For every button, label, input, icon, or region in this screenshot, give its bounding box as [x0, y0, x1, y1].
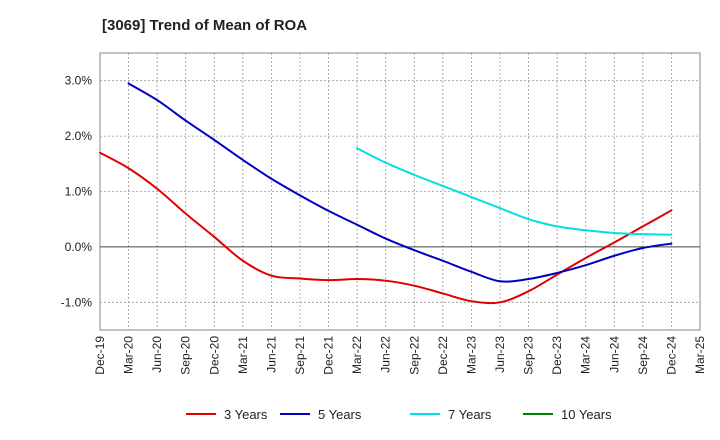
x-tick-label: Mar-25	[693, 336, 707, 374]
x-tick-label: Mar-23	[464, 336, 478, 374]
x-tick-label: Sep-22	[407, 336, 421, 375]
legend: 3 Years 5 Years 7 Years 10 Years	[186, 407, 612, 422]
x-tick-label: Jun-21	[264, 336, 278, 373]
x-tick-label: Dec-24	[664, 336, 678, 375]
legend-label-2: 5 Years	[318, 407, 362, 422]
x-tick-label: Jun-23	[493, 336, 507, 373]
grid-lines	[100, 53, 700, 330]
x-tick-label: Mar-24	[579, 336, 593, 374]
x-tick-label: Mar-20	[122, 336, 136, 374]
y-axis-ticks: 3.0% 2.0% 1.0% 0.0% -1.0%	[61, 74, 93, 310]
legend-label-3: 7 Years	[448, 407, 492, 422]
x-tick-label: Dec-22	[436, 336, 450, 375]
x-tick-label: Dec-19	[93, 336, 107, 375]
x-tick-label: Sep-21	[293, 336, 307, 375]
x-tick-label: Mar-21	[236, 336, 250, 374]
x-tick-label: Dec-23	[550, 336, 564, 375]
y-tick-label: 1.0%	[65, 185, 93, 199]
x-tick-label: Jun-24	[607, 336, 621, 373]
y-tick-label: 2.0%	[65, 129, 93, 143]
x-tick-label: Mar-22	[350, 336, 364, 374]
series-line-2	[127, 82, 673, 283]
series-line-3	[356, 147, 673, 236]
y-tick-label: 3.0%	[65, 74, 93, 88]
series-lines	[99, 82, 673, 305]
x-tick-label: Dec-21	[322, 336, 336, 375]
y-tick-label: 0.0%	[65, 240, 93, 254]
legend-label-4: 10 Years	[561, 407, 612, 422]
series-line-1	[99, 151, 673, 305]
x-axis-ticks: Dec-19 Mar-20 Jun-20 Sep-20 Dec-20 Mar-21 Jun-…	[93, 336, 707, 375]
x-tick-label: Dec-20	[207, 336, 221, 375]
y-tick-label: -1.0%	[61, 295, 93, 309]
legend-label-1: 3 Years	[224, 407, 268, 422]
x-tick-label: Jun-22	[379, 336, 393, 373]
x-tick-label: Sep-24	[636, 336, 650, 375]
x-tick-label: Jun-20	[150, 336, 164, 373]
x-tick-label: Sep-20	[179, 336, 193, 375]
chart-title: [3069] Trend of Mean of ROA	[102, 17, 307, 34]
x-tick-label: Sep-23	[522, 336, 536, 375]
